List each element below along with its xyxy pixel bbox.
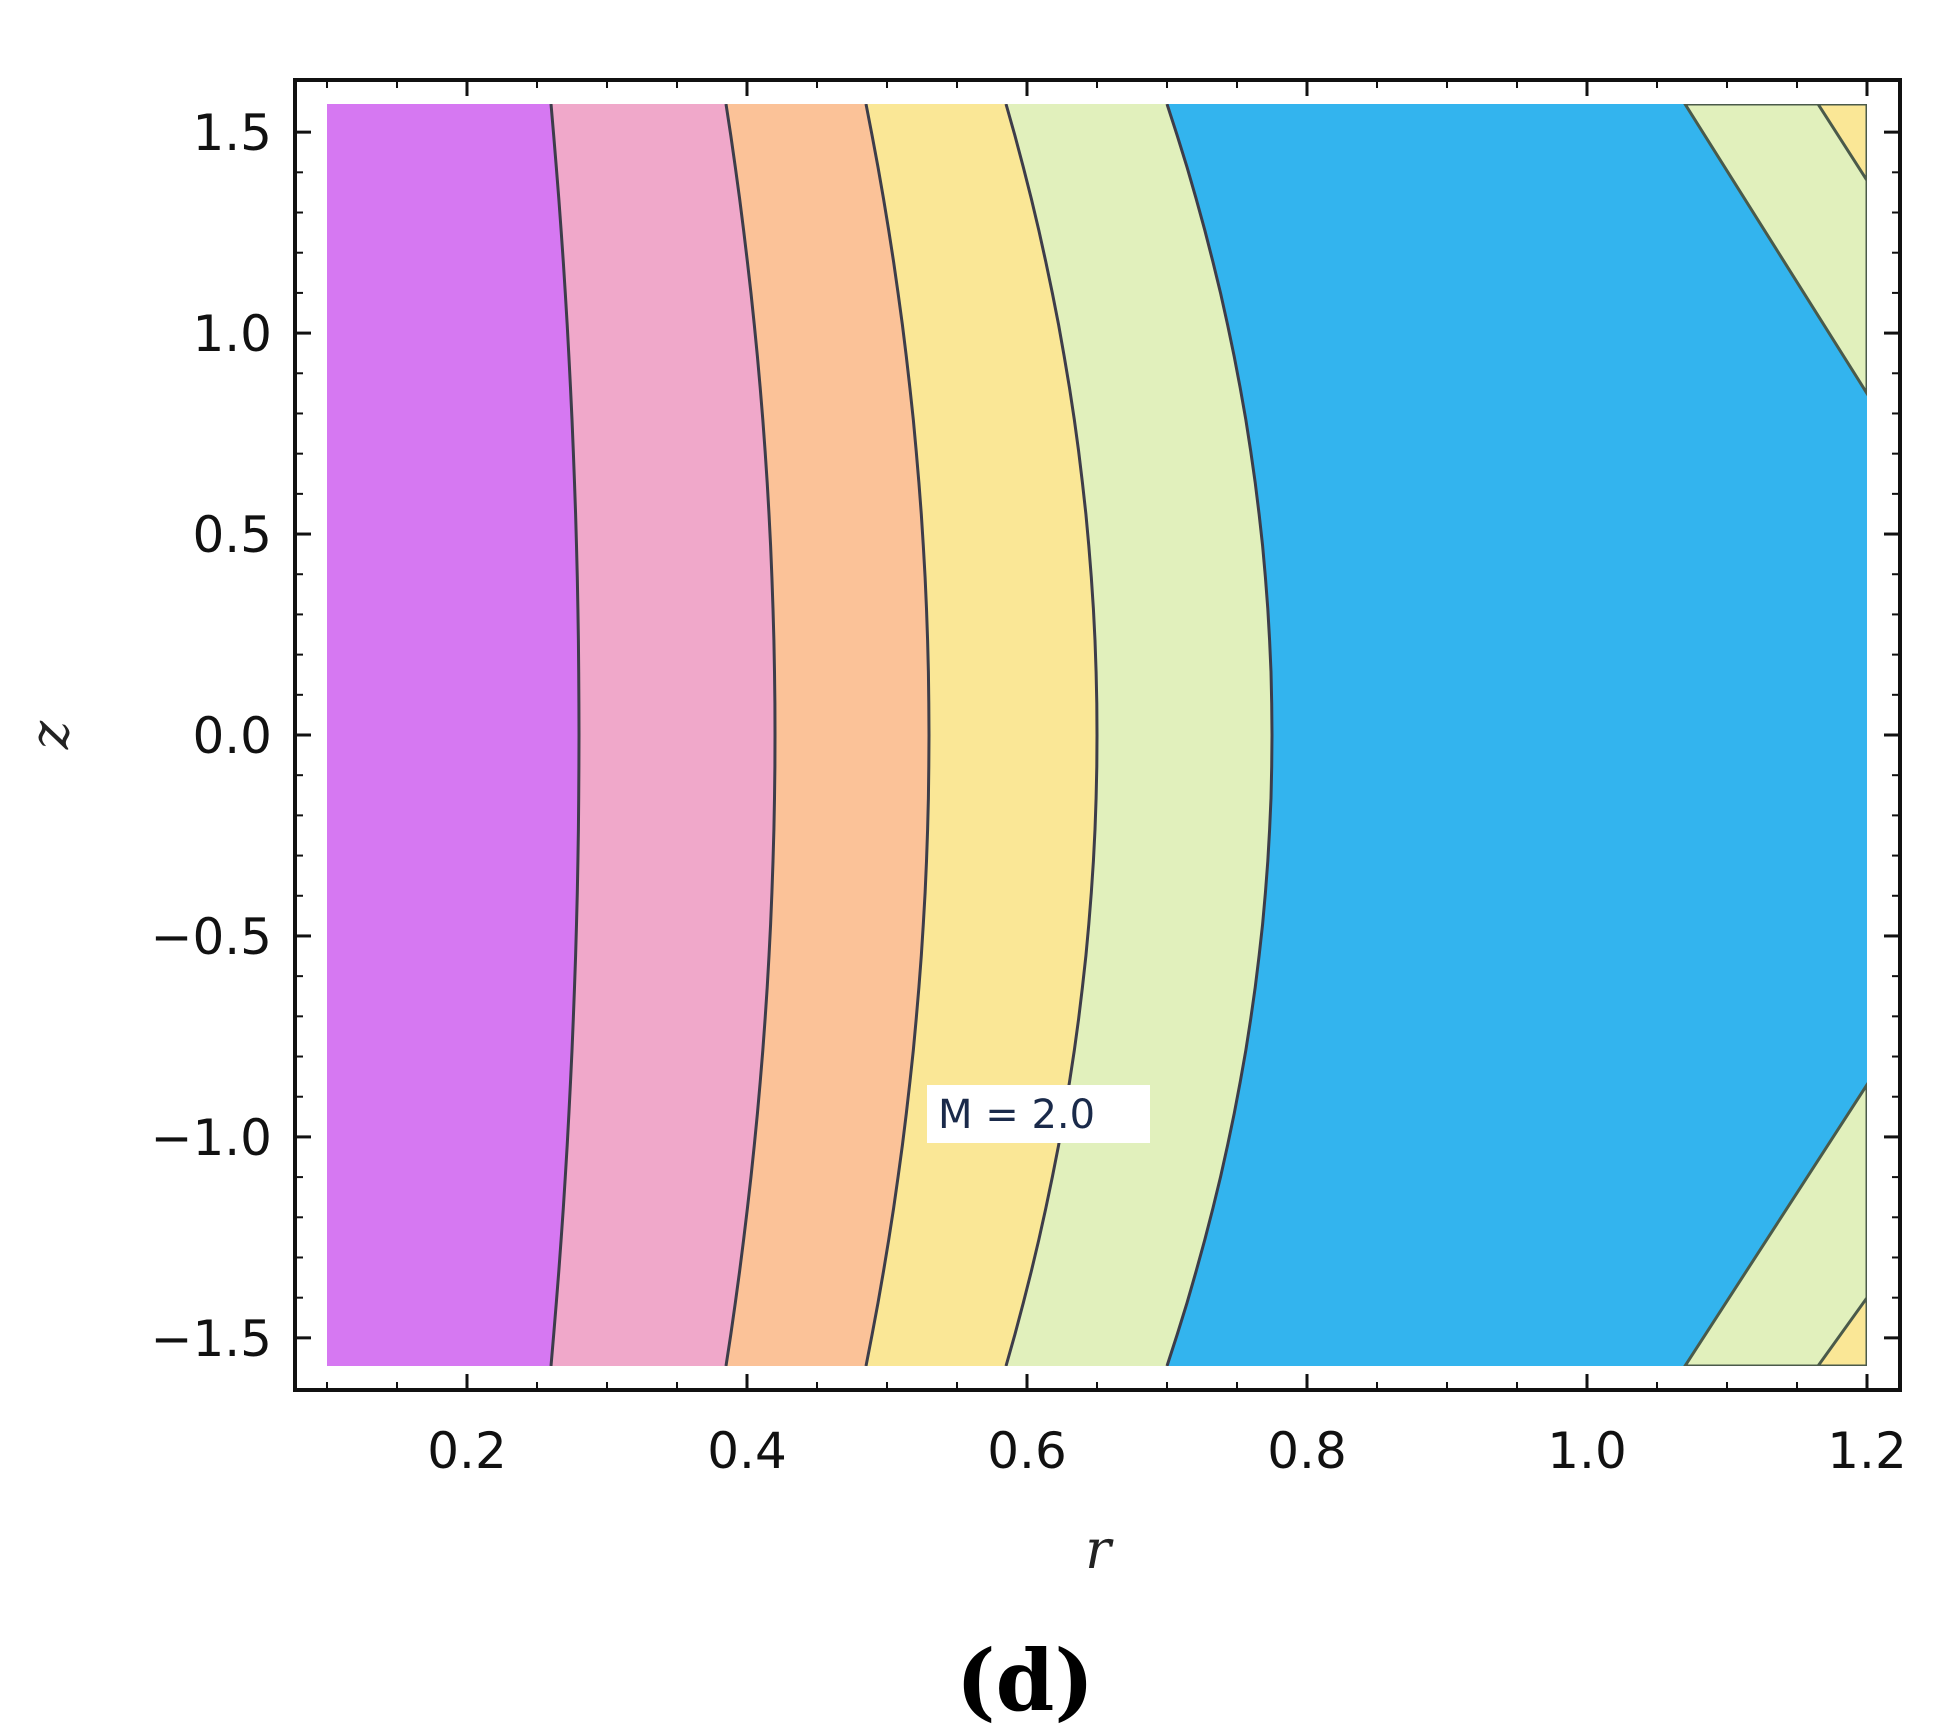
contour-line-1 <box>724 104 777 1366</box>
annotation-box <box>927 1085 1150 1143</box>
y-axis-label: z <box>18 720 81 750</box>
contour-bands <box>327 104 1867 1366</box>
corner-region-0 <box>1683 104 1867 397</box>
y-tick-label-1: 1.0 <box>192 305 272 363</box>
contour-lines <box>549 104 1274 1366</box>
corner-region-1 <box>1816 104 1867 184</box>
y-tick-label-0: 1.5 <box>192 104 272 162</box>
corner-region-2 <box>1683 1081 1867 1366</box>
contour-line-3 <box>1004 104 1099 1366</box>
corner-region-3 <box>1816 1295 1867 1366</box>
x-tick-label-5: 1.2 <box>1827 1422 1907 1480</box>
y-tick-label-6: −1.5 <box>151 1310 272 1368</box>
y-tick-label-2: 0.5 <box>192 506 272 564</box>
contour-line-0 <box>549 104 581 1366</box>
y-tick-label-5: −1.0 <box>151 1109 272 1167</box>
x-axis-ticks: 0.2 0.4 0.6 0.8 1.0 1.2 <box>326 80 1907 1480</box>
x-tick-label-1: 0.4 <box>707 1422 787 1480</box>
annotation-label: M = 2.0 <box>938 1092 1095 1138</box>
contour-line-2 <box>864 104 931 1366</box>
x-axis-label: r <box>1085 1518 1114 1581</box>
y-tick-label-3: 0.0 <box>192 707 272 765</box>
y-tick-label-4: −0.5 <box>151 908 272 966</box>
y-axis-ticks: 1.5 1.0 0.5 0.0 −0.5 −1.0 −1.5 <box>151 104 1900 1368</box>
x-tick-label-3: 0.8 <box>1267 1422 1347 1480</box>
panel-label: (d) <box>956 1631 1094 1730</box>
x-tick-label-4: 1.0 <box>1547 1422 1627 1480</box>
band-0 <box>327 104 579 1366</box>
contour-line-4 <box>1165 104 1274 1366</box>
x-tick-label-0: 0.2 <box>427 1422 507 1480</box>
x-tick-label-2: 0.6 <box>987 1422 1067 1480</box>
